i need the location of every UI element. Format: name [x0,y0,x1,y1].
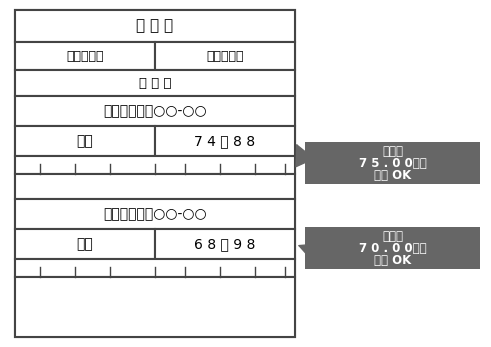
Text: 6 8 ｜ 9 8: 6 8 ｜ 9 8 [194,237,256,251]
Text: 7 0 . 0 0以下: 7 0 . 0 0以下 [359,242,426,254]
Text: 面積（㎡）: 面積（㎡） [206,50,244,62]
Text: 宅地: 宅地 [77,134,93,148]
Text: 地目・種類: 地目・種類 [66,50,104,62]
Bar [15,156,295,174]
Bar [15,96,295,126]
Bar [15,42,155,70]
Text: 居宅: 居宅 [77,237,93,251]
Bar [15,199,295,229]
Text: 所 在 地: 所 在 地 [136,18,173,34]
Bar [155,229,295,259]
Text: ここが: ここが [382,144,403,158]
Text: なら OK: なら OK [374,254,411,266]
Text: 永和２丁目　○○-○○: 永和２丁目 ○○-○○ [103,104,207,118]
Bar [15,277,295,337]
Text: 7 4 ｜ 8 8: 7 4 ｜ 8 8 [194,134,255,148]
Bar [15,229,155,259]
Bar [15,259,295,277]
Text: なら OK: なら OK [374,169,411,181]
Bar [155,42,295,70]
Bar [305,227,480,269]
Text: ここが: ここが [382,229,403,243]
Text: 7 5 . 0 0以下: 7 5 . 0 0以下 [358,156,426,169]
Bar [15,126,155,156]
Text: 永和２丁目　○○-○○: 永和２丁目 ○○-○○ [103,207,207,221]
Bar [155,126,295,156]
Bar [15,174,295,199]
Text: 評 価 額: 評 価 額 [139,76,171,90]
Bar [15,10,295,42]
Bar [15,70,295,96]
Bar [305,142,480,184]
Bar [15,10,295,337]
